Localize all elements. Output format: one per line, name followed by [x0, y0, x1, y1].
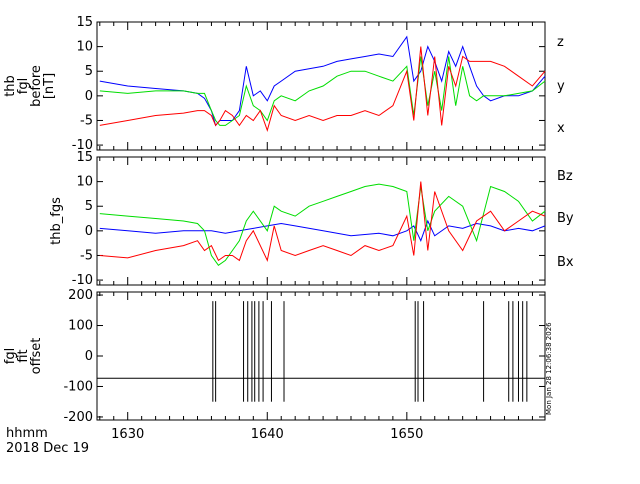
legend-Bz: Bz: [557, 169, 573, 184]
y-tick-label: -5: [80, 113, 93, 128]
y-tick-label: 0: [85, 224, 93, 239]
plot-frame: [96, 21, 546, 151]
y-axis-label: thb: [3, 75, 18, 97]
y-tick-label: 5: [85, 199, 93, 214]
y-axis-label: thb_fgs: [49, 197, 64, 245]
y-tick-label: -10: [72, 138, 93, 153]
time-axis: 1630 1640 1650: [111, 427, 423, 442]
y-tick-label: 10: [76, 175, 93, 190]
y-axis-label: before: [29, 65, 44, 107]
legend-By: By: [557, 211, 574, 226]
date-label: 2018 Dec 19: [6, 441, 89, 456]
y-tick-label: -10: [72, 273, 93, 288]
y-tick-label: 10: [76, 40, 93, 55]
series-Bz: [99, 181, 546, 262]
legend-z: z: [557, 35, 564, 50]
series-Bx: [99, 219, 546, 243]
y-axis-label: [nT]: [42, 73, 57, 99]
x-tick-label: 1650: [390, 427, 423, 442]
series-x: [99, 35, 546, 127]
y-tick-label: 15: [76, 15, 93, 30]
legend-y: y: [557, 79, 565, 94]
plot-frame: [96, 291, 546, 421]
y-axis-label: fgl: [3, 348, 18, 364]
y-tick-label: 5: [85, 64, 93, 79]
y-tick-label: 200: [68, 288, 93, 303]
series-z: [99, 46, 546, 132]
series-y: [99, 56, 546, 126]
time-unit-label: hhmm: [6, 426, 48, 441]
y-tick-label: 0: [85, 89, 93, 104]
legend-x: x: [557, 121, 565, 136]
legend-Bx: Bx: [557, 255, 574, 270]
y-tick-label: -100: [63, 379, 93, 394]
x-tick-label: 1630: [111, 427, 144, 442]
y-axis-label: fgl: [16, 78, 31, 94]
y-tick-label: -5: [80, 248, 93, 263]
panel-fgs: -10 -5 0 5 10 15 thb_fgs Bz By Bx: [49, 150, 574, 288]
y-tick-label: 0: [85, 349, 93, 364]
timestamp-label: Mon Jan 28 12:06:38 2026: [545, 322, 553, 415]
y-axis-label: offset: [29, 338, 44, 375]
y-axis-label: fit: [16, 349, 31, 362]
series-By: [99, 183, 546, 266]
y-tick-label: -200: [63, 410, 93, 425]
y-tick-label: 15: [76, 150, 93, 165]
y-tick-label: 100: [68, 319, 93, 334]
x-tick-label: 1640: [251, 427, 284, 442]
plot-frame: [96, 156, 546, 286]
